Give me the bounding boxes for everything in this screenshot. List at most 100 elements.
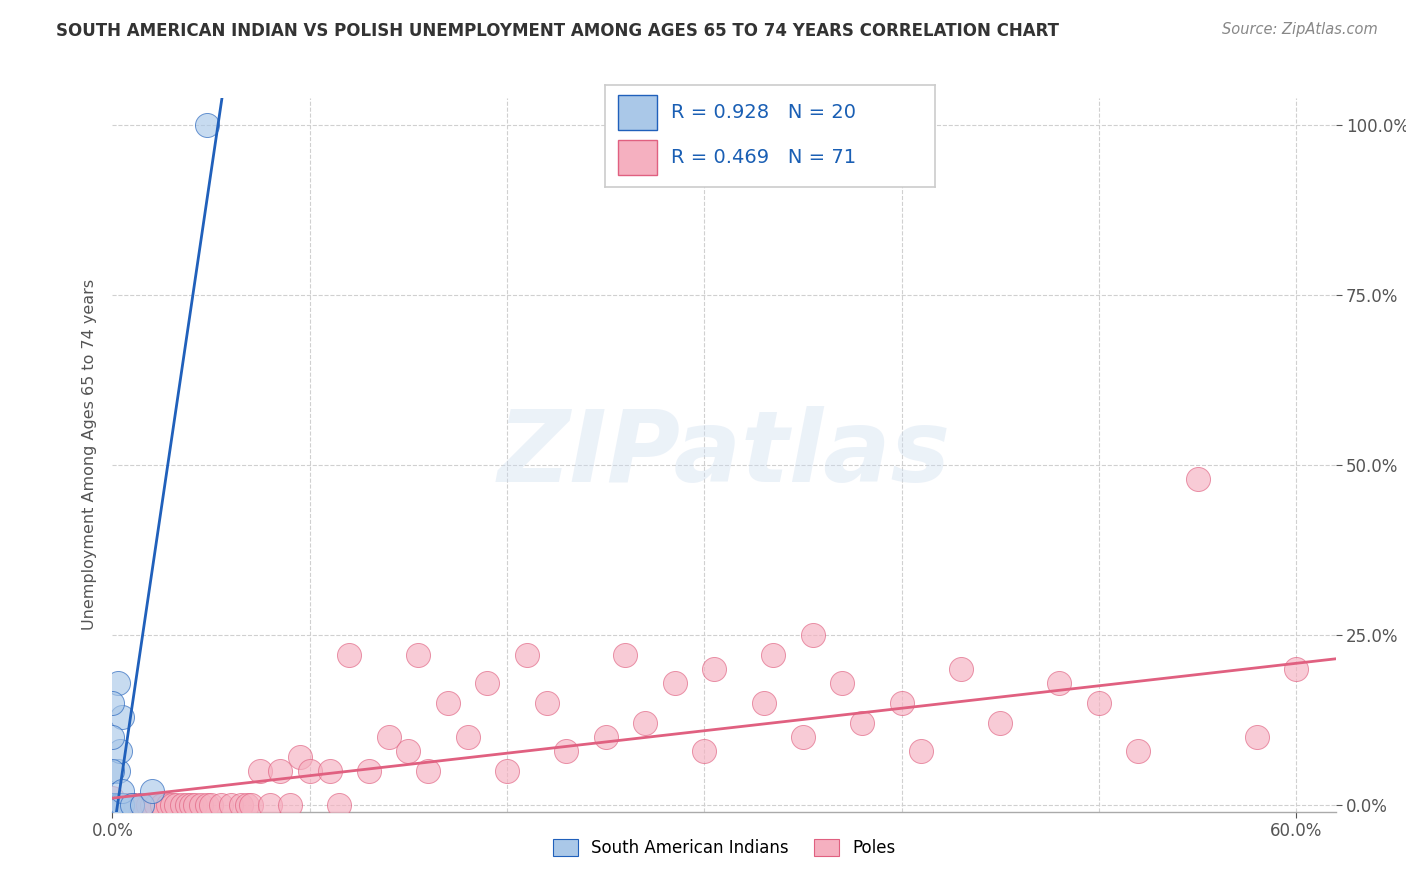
Y-axis label: Unemployment Among Ages 65 to 74 years: Unemployment Among Ages 65 to 74 years [82,279,97,631]
Point [801,628,824,642]
Point [288,750,311,764]
Point [357,764,380,778]
Point [184,797,207,812]
Point [328,797,350,812]
Text: SOUTH AMERICAN INDIAN VS POLISH UNEMPLOYMENT AMONG AGES 65 TO 74 YEARS CORRELATI: SOUTH AMERICAN INDIAN VS POLISH UNEMPLOY… [56,22,1059,40]
Point [121,797,143,812]
Point [101,797,124,812]
Point [107,797,129,812]
Point [180,797,202,812]
Point [792,730,814,744]
Point [200,797,222,812]
Point [1128,743,1150,757]
Point [111,709,134,723]
Bar [617,95,658,130]
Point [910,743,932,757]
Point [555,743,578,757]
Point [614,648,637,663]
Point [259,797,281,812]
Point [949,662,972,676]
Point [195,118,218,132]
Point [141,784,163,798]
Point [115,797,138,812]
Point [131,797,153,812]
Point [477,675,499,690]
Point [831,675,853,690]
Point [107,675,129,690]
Point [437,696,460,710]
Point [337,648,360,663]
Point [235,797,257,812]
Point [408,648,430,663]
Text: R = 0.928   N = 20: R = 0.928 N = 20 [671,103,856,122]
Point [693,743,716,757]
Point [110,797,132,812]
Point [377,730,399,744]
Text: R = 0.469   N = 71: R = 0.469 N = 71 [671,148,856,167]
Point [516,648,538,663]
Text: ZIPatlas: ZIPatlas [498,407,950,503]
Point [101,797,124,812]
Point [496,764,519,778]
Point [107,764,129,778]
Point [165,797,187,812]
Point [229,797,252,812]
Text: Source: ZipAtlas.com: Source: ZipAtlas.com [1222,22,1378,37]
Point [249,764,271,778]
Point [1187,472,1209,486]
Point [988,716,1011,731]
Point [195,797,218,812]
Point [156,797,179,812]
Point [121,797,143,812]
Point [457,730,479,744]
Point [269,764,291,778]
Point [209,797,232,812]
Point [136,797,159,812]
Point [107,797,129,812]
Point [145,797,167,812]
Point [664,675,686,690]
Point [396,743,419,757]
Point [110,743,132,757]
Point [1285,662,1308,676]
Point [703,662,725,676]
Legend: South American Indians, Poles: South American Indians, Poles [546,832,903,864]
Point [170,797,193,812]
Point [752,696,775,710]
Point [131,797,153,812]
Point [239,797,262,812]
Point [1049,675,1071,690]
Point [111,784,134,798]
Bar [617,140,658,175]
Point [1088,696,1111,710]
Point [111,797,134,812]
Point [111,797,134,812]
Point [101,797,124,812]
Point [634,716,657,731]
Point [117,797,139,812]
Point [176,797,198,812]
Point [190,797,212,812]
Point [595,730,617,744]
Point [219,797,242,812]
Point [101,730,124,744]
Point [141,797,163,812]
Point [536,696,558,710]
Point [890,696,912,710]
Point [125,797,148,812]
Point [851,716,873,731]
Point [101,797,124,812]
Point [1246,730,1268,744]
Point [101,797,124,812]
Point [160,797,183,812]
Point [298,764,321,778]
Point [101,797,124,812]
Point [762,648,785,663]
Point [101,791,124,805]
Point [150,797,173,812]
Point [278,797,301,812]
Point [318,764,340,778]
Point [101,696,124,710]
Point [101,764,124,778]
Point [418,764,440,778]
